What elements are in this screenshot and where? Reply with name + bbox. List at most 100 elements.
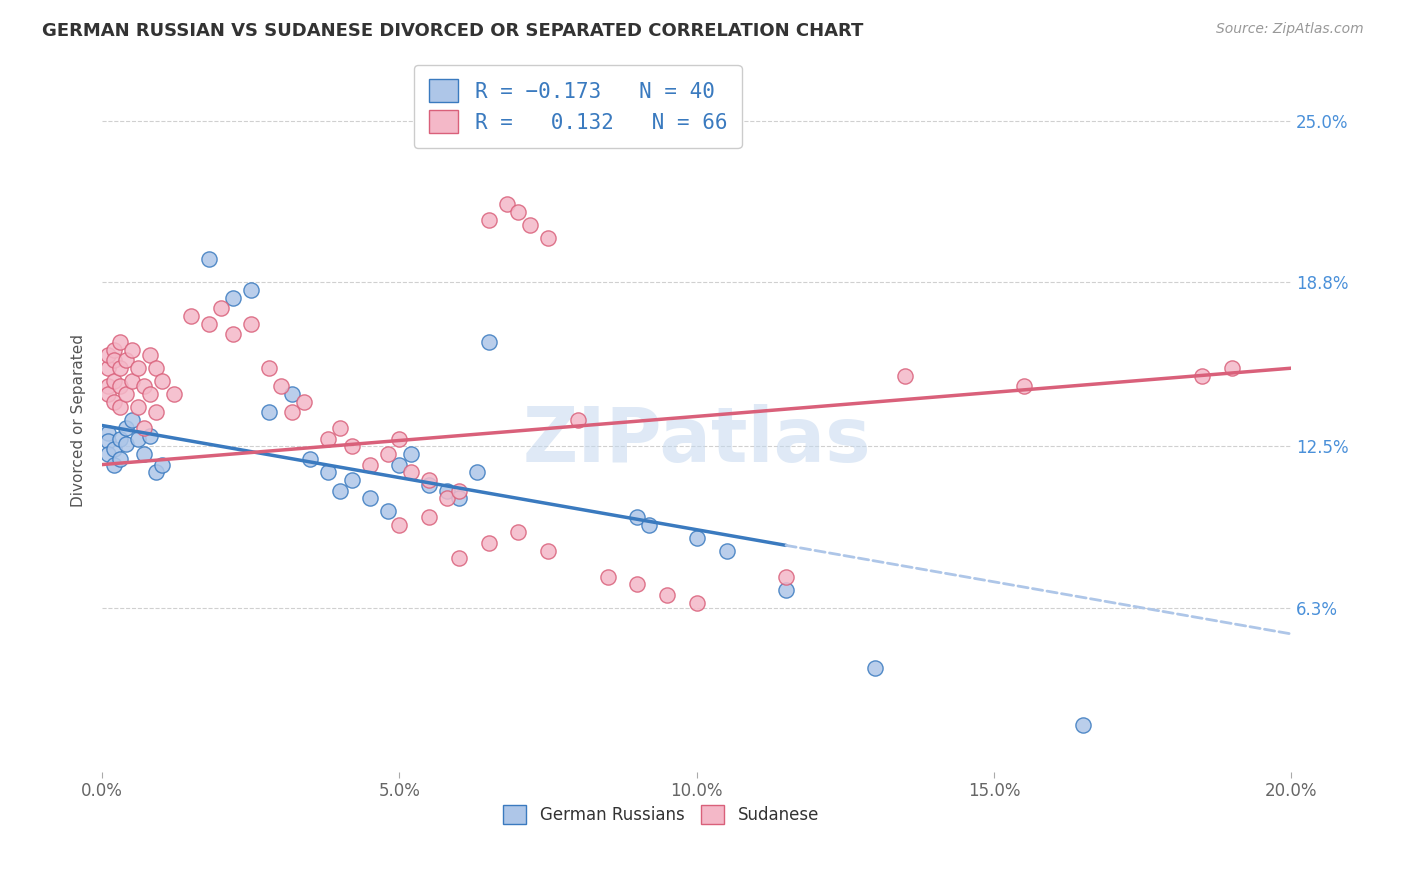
- Point: [495, 197, 517, 211]
- Point: [97, 348, 120, 362]
- Point: [97, 387, 120, 401]
- Point: [655, 588, 678, 602]
- Y-axis label: Divorced or Separated: Divorced or Separated: [72, 334, 86, 507]
- Point: [162, 387, 184, 401]
- Point: [447, 491, 470, 506]
- Point: [638, 517, 661, 532]
- Point: [132, 421, 155, 435]
- Point: [465, 466, 488, 480]
- Point: [340, 473, 363, 487]
- Point: [97, 426, 120, 441]
- Point: [239, 317, 262, 331]
- Point: [436, 491, 458, 506]
- Point: [281, 405, 304, 419]
- Point: [103, 442, 125, 456]
- Point: [97, 379, 120, 393]
- Point: [447, 551, 470, 566]
- Point: [145, 466, 167, 480]
- Point: [209, 301, 232, 316]
- Point: [115, 353, 138, 368]
- Point: [596, 569, 619, 583]
- Point: [115, 436, 138, 450]
- Point: [447, 483, 470, 498]
- Point: [139, 387, 162, 401]
- Point: [537, 231, 560, 245]
- Point: [257, 405, 280, 419]
- Point: [329, 483, 352, 498]
- Point: [478, 535, 501, 549]
- Point: [108, 401, 131, 415]
- Point: [1071, 718, 1094, 732]
- Point: [1012, 379, 1035, 393]
- Point: [863, 661, 886, 675]
- Point: [150, 374, 173, 388]
- Text: Source: ZipAtlas.com: Source: ZipAtlas.com: [1216, 22, 1364, 37]
- Point: [316, 432, 339, 446]
- Point: [281, 387, 304, 401]
- Point: [97, 447, 120, 461]
- Point: [127, 401, 149, 415]
- Point: [127, 361, 149, 376]
- Point: [132, 447, 155, 461]
- Point: [401, 466, 423, 480]
- Point: [270, 379, 292, 393]
- Point: [121, 374, 143, 388]
- Point: [626, 577, 648, 591]
- Point: [145, 361, 167, 376]
- Point: [508, 204, 530, 219]
- Point: [418, 478, 440, 492]
- Point: [567, 413, 589, 427]
- Point: [686, 531, 709, 545]
- Point: [97, 434, 120, 449]
- Text: ZIPatlas: ZIPatlas: [523, 404, 872, 478]
- Point: [316, 466, 339, 480]
- Point: [121, 343, 143, 357]
- Point: [626, 509, 648, 524]
- Legend: German Russians, Sudanese: German Russians, Sudanese: [494, 796, 830, 834]
- Point: [103, 353, 125, 368]
- Point: [108, 379, 131, 393]
- Point: [222, 327, 245, 342]
- Point: [103, 343, 125, 357]
- Point: [292, 395, 315, 409]
- Point: [478, 212, 501, 227]
- Point: [686, 596, 709, 610]
- Point: [377, 447, 399, 461]
- Point: [377, 504, 399, 518]
- Point: [519, 218, 541, 232]
- Point: [115, 421, 138, 435]
- Point: [388, 458, 411, 472]
- Point: [388, 517, 411, 532]
- Point: [894, 369, 917, 384]
- Point: [401, 447, 423, 461]
- Point: [239, 283, 262, 297]
- Point: [150, 458, 173, 472]
- Point: [329, 421, 352, 435]
- Point: [537, 543, 560, 558]
- Point: [775, 569, 797, 583]
- Point: [1220, 361, 1243, 376]
- Point: [198, 317, 221, 331]
- Point: [132, 379, 155, 393]
- Text: GERMAN RUSSIAN VS SUDANESE DIVORCED OR SEPARATED CORRELATION CHART: GERMAN RUSSIAN VS SUDANESE DIVORCED OR S…: [42, 22, 863, 40]
- Point: [139, 348, 162, 362]
- Point: [340, 439, 363, 453]
- Point: [388, 432, 411, 446]
- Point: [1191, 369, 1213, 384]
- Point: [418, 473, 440, 487]
- Point: [103, 458, 125, 472]
- Point: [299, 452, 322, 467]
- Point: [108, 361, 131, 376]
- Point: [97, 361, 120, 376]
- Point: [198, 252, 221, 266]
- Point: [127, 432, 149, 446]
- Point: [418, 509, 440, 524]
- Point: [103, 374, 125, 388]
- Point: [180, 309, 202, 323]
- Point: [115, 387, 138, 401]
- Point: [716, 543, 738, 558]
- Point: [145, 405, 167, 419]
- Point: [359, 458, 381, 472]
- Point: [775, 582, 797, 597]
- Point: [222, 291, 245, 305]
